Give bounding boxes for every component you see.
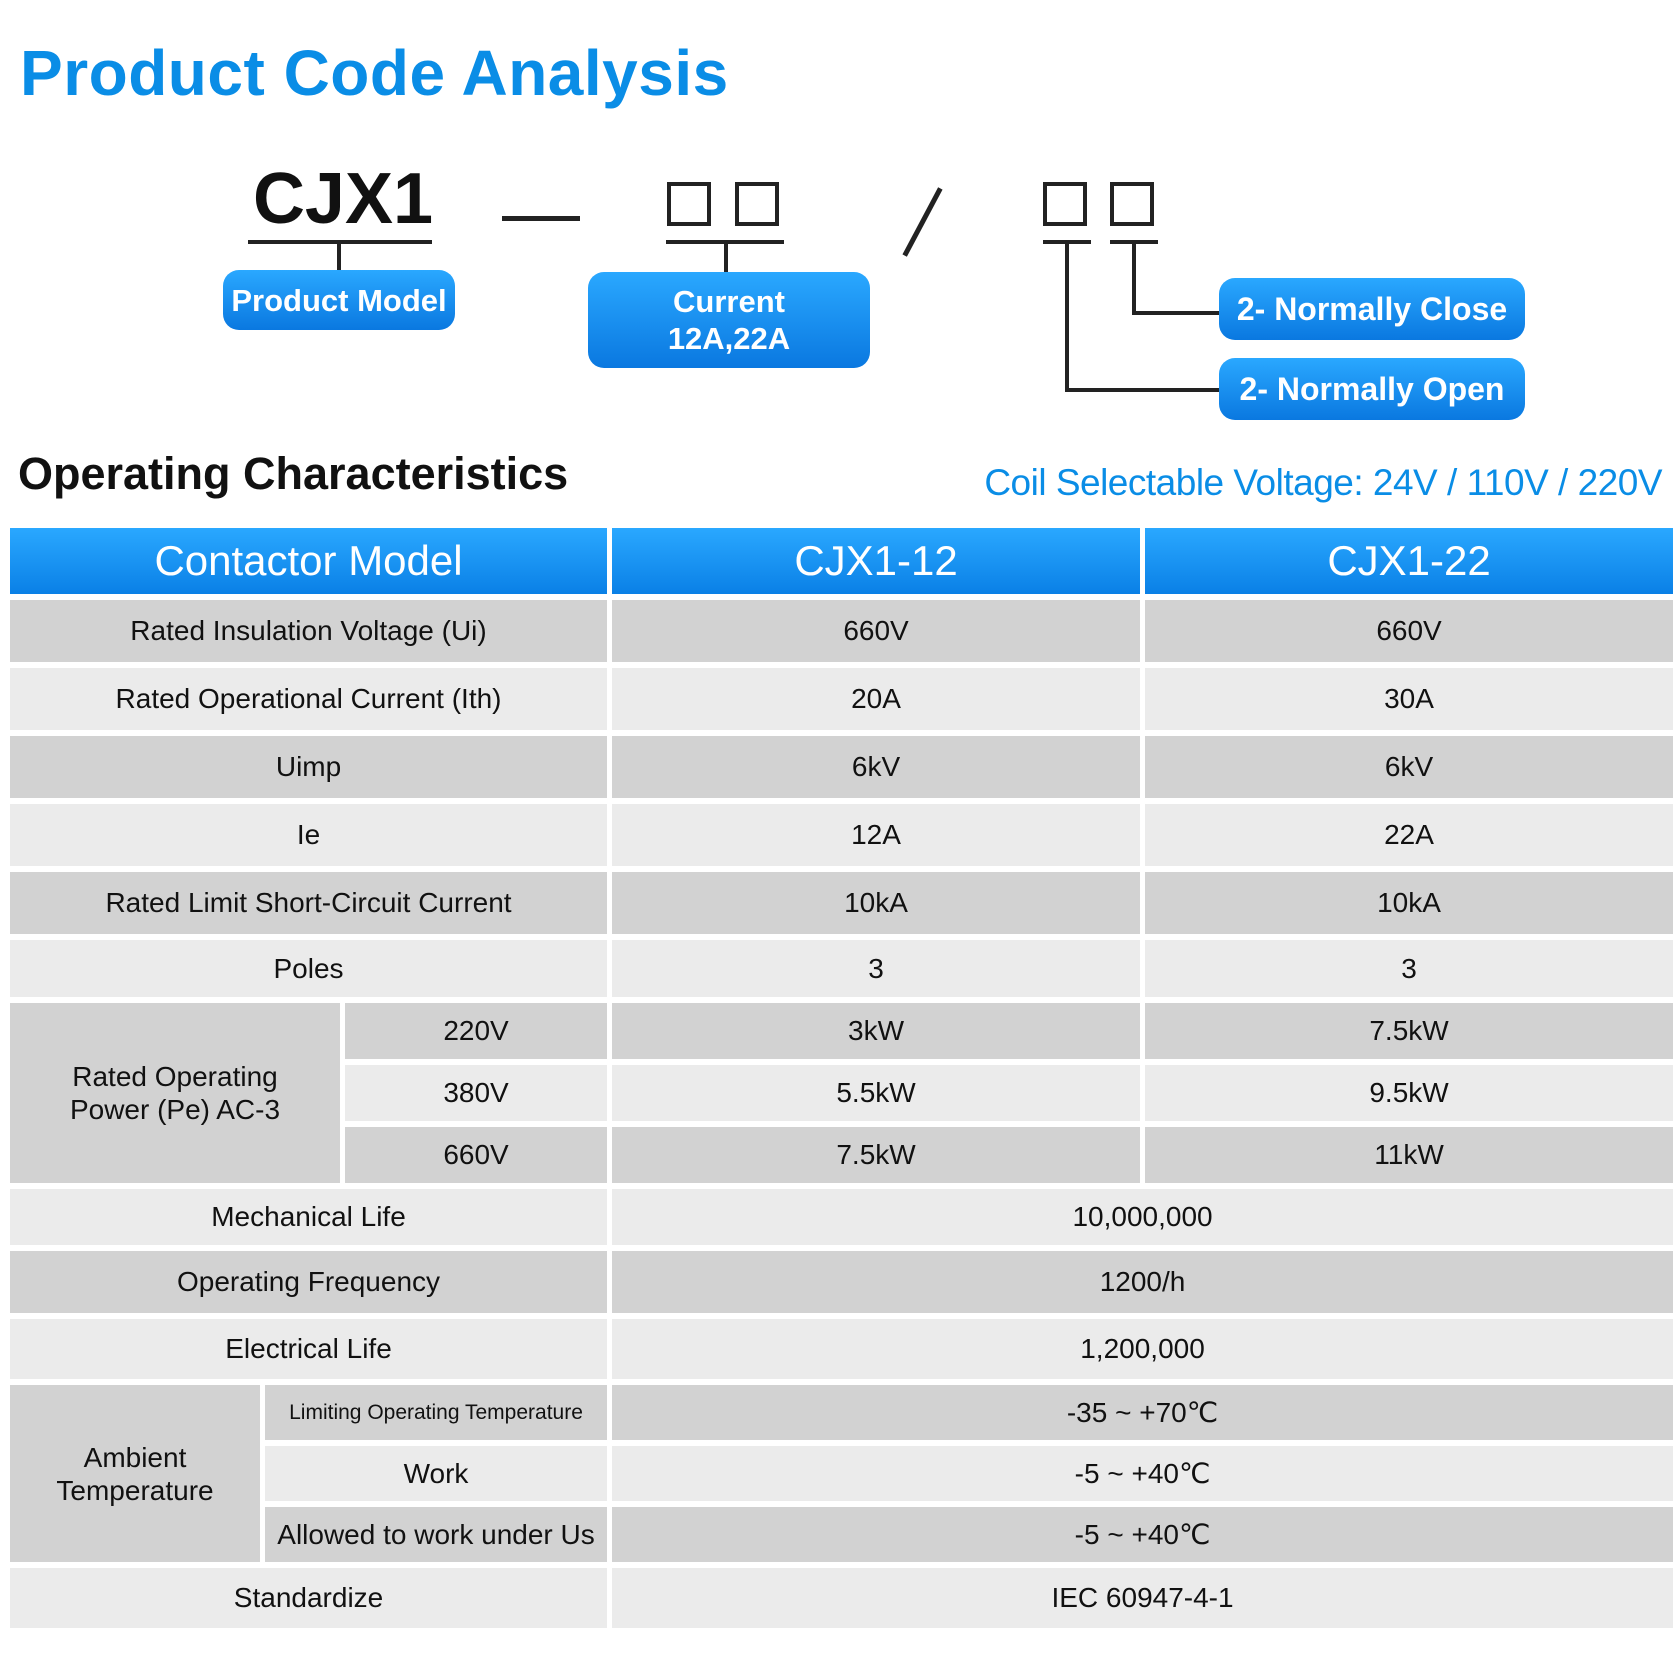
table-row: Rated Insulation Voltage (Ui) 660V 660V — [10, 600, 1674, 662]
cell-value: 660V — [1145, 600, 1674, 662]
table-header-row: Contactor Model CJX1-12 CJX1-22 — [10, 528, 1674, 594]
cell-value: 3 — [612, 940, 1141, 997]
cell-value: 5.5kW — [612, 1065, 1141, 1121]
cell-value: 9.5kW — [1145, 1065, 1674, 1121]
nc-connector-horizontal — [1132, 311, 1222, 315]
row-label: Operating Frequency — [10, 1251, 608, 1313]
cell-value: 7.5kW — [612, 1127, 1141, 1183]
cell-value: 7.5kW — [1145, 1003, 1674, 1059]
power-group-label: Rated Operating Power (Pe) AC-3 — [10, 1003, 340, 1183]
specs-table: Contactor Model CJX1-12 CJX1-22 Rated In… — [5, 522, 1678, 1634]
cell-value: 30A — [1145, 668, 1674, 730]
model-connector — [337, 242, 341, 272]
row-label: Electrical Life — [10, 1319, 608, 1379]
power-voltage: 660V — [345, 1127, 608, 1183]
current-badge: Current 12A,22A — [588, 272, 870, 368]
cell-value: -35 ~ +70℃ — [612, 1385, 1674, 1440]
cell-value: 20A — [612, 668, 1141, 730]
cell-value: 10kA — [1145, 872, 1674, 934]
cell-value: 6kV — [612, 736, 1141, 798]
page-title: Product Code Analysis — [20, 37, 729, 109]
power-group-text: Rated Operating Power (Pe) AC-3 — [69, 1061, 281, 1125]
current-badge-line2: 12A,22A — [667, 321, 791, 356]
cell-value: 6kV — [1145, 736, 1674, 798]
contact-code-box-2 — [1110, 182, 1154, 226]
row-label: Poles — [10, 940, 608, 997]
section-title: Operating Characteristics — [18, 448, 569, 499]
table-row: Electrical Life 1,200,000 — [10, 1319, 1674, 1379]
table-row: 380V 5.5kW 9.5kW — [10, 1065, 1674, 1121]
table-row: Ie 12A 22A — [10, 804, 1674, 866]
normally-open-badge: 2- Normally Open — [1219, 358, 1525, 420]
cell-value: 10,000,000 — [612, 1189, 1674, 1245]
row-label: Uimp — [10, 736, 608, 798]
table-row: Work -5 ~ +40℃ — [10, 1446, 1674, 1501]
normally-close-badge: 2- Normally Close — [1219, 278, 1525, 340]
header-cjx1-12: CJX1-12 — [612, 528, 1141, 594]
coil-voltage-note: Coil Selectable Voltage: 24V / 110V / 22… — [984, 462, 1662, 503]
cell-value: 1200/h — [612, 1251, 1674, 1313]
cell-value: 1,200,000 — [612, 1319, 1674, 1379]
current-code-box-1 — [667, 182, 711, 226]
cell-value: 12A — [612, 804, 1141, 866]
power-voltage: 220V — [345, 1003, 608, 1059]
cell-value: 22A — [1145, 804, 1674, 866]
table-row: Poles 3 3 — [10, 940, 1674, 997]
ambient-group-text: Ambient Temperature — [56, 1441, 214, 1506]
table-row: Operating Frequency 1200/h — [10, 1251, 1674, 1313]
product-code-diagram: CJX1 Product Model Current 12A,22A 2- No… — [0, 0, 1680, 440]
no-connector-horizontal — [1065, 388, 1222, 392]
table-row: 660V 7.5kW 11kW — [10, 1127, 1674, 1183]
header-cjx1-22: CJX1-22 — [1145, 528, 1674, 594]
slash-separator — [902, 187, 943, 257]
product-model-badge: Product Model — [223, 270, 455, 330]
table-row: Ambient Temperature Limiting Operating T… — [10, 1385, 1674, 1562]
contact-code-box-1 — [1043, 182, 1087, 226]
cell-value: 3kW — [612, 1003, 1141, 1059]
ambient-sub-label: Allowed to work under Us — [265, 1507, 608, 1562]
current-badge-line1: Current — [673, 284, 785, 319]
table-row: Mechanical Life 10,000,000 — [10, 1189, 1674, 1245]
header-contactor-model: Contactor Model — [10, 528, 608, 594]
ambient-group-label: Ambient Temperature — [10, 1385, 260, 1562]
table-row: Rated Limit Short-Circuit Current 10kA 1… — [10, 872, 1674, 934]
row-label: Mechanical Life — [10, 1189, 608, 1245]
cell-value: IEC 60947-4-1 — [612, 1568, 1674, 1628]
power-voltage: 380V — [345, 1065, 608, 1121]
table-row: Rated Operating Power (Pe) AC-3 220V 3kW… — [10, 1003, 1674, 1183]
cell-value: -5 ~ +40℃ — [612, 1507, 1674, 1562]
model-code: CJX1 — [252, 159, 434, 239]
dash-separator — [502, 216, 580, 221]
no-connector-vertical — [1065, 242, 1069, 392]
row-label: Rated Operational Current (Ith) — [10, 668, 608, 730]
ambient-sub-label: Limiting Operating Temperature — [265, 1385, 608, 1440]
cell-value: -5 ~ +40℃ — [612, 1446, 1674, 1501]
cell-value: 10kA — [612, 872, 1141, 934]
row-label: Rated Limit Short-Circuit Current — [10, 872, 608, 934]
table-row: Allowed to work under Us -5 ~ +40℃ — [10, 1507, 1674, 1562]
current-code-box-2 — [735, 182, 779, 226]
cell-value: 11kW — [1145, 1127, 1674, 1183]
table-row: Standardize IEC 60947-4-1 — [10, 1568, 1674, 1628]
row-label: Standardize — [10, 1568, 608, 1628]
row-label: Rated Insulation Voltage (Ui) — [10, 600, 608, 662]
ambient-sub-label: Work — [265, 1446, 608, 1501]
table-row: Rated Operational Current (Ith) 20A 30A — [10, 668, 1674, 730]
nc-connector-vertical — [1132, 242, 1136, 314]
cell-value: 660V — [612, 600, 1141, 662]
table-row: Uimp 6kV 6kV — [10, 736, 1674, 798]
row-label: Ie — [10, 804, 608, 866]
current-connector — [724, 242, 728, 274]
cell-value: 3 — [1145, 940, 1674, 997]
